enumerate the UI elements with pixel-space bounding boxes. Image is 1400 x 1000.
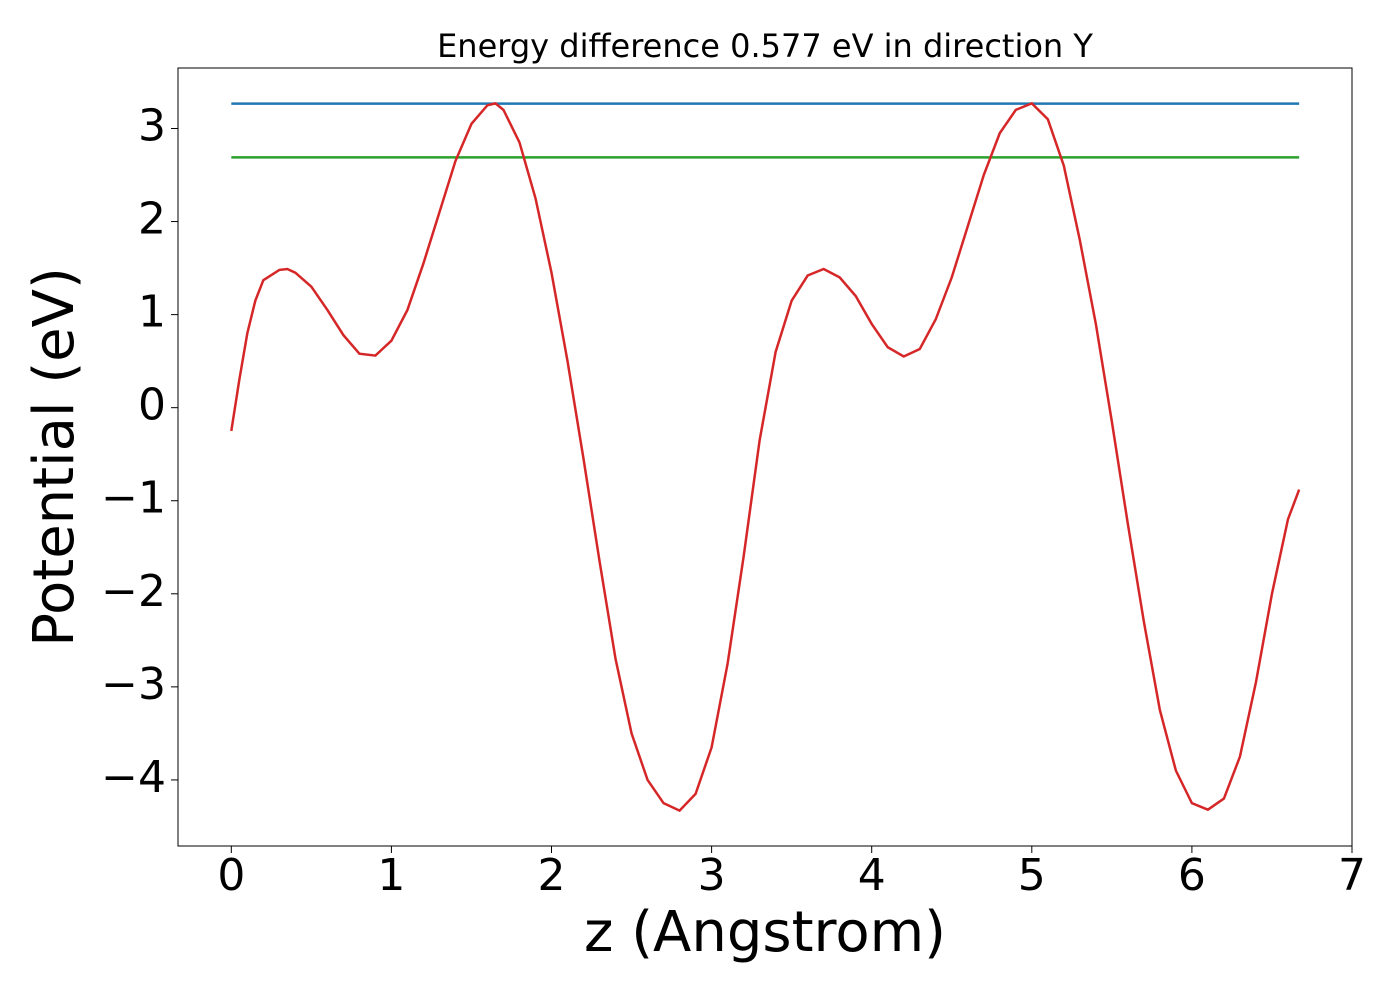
plot-frame	[177, 67, 1353, 847]
x-tick-label: 1	[377, 850, 405, 901]
x-tick-label: 3	[698, 850, 726, 901]
y-axis-label: Potential (eV)	[22, 267, 87, 647]
x-tick-label: 7	[1338, 850, 1366, 901]
y-tick-label: 3	[138, 100, 166, 151]
y-tick-label: −3	[101, 659, 166, 710]
y-tick-label: −1	[101, 473, 166, 524]
y-tick-label: 2	[138, 194, 166, 245]
y-tick-label: −4	[101, 752, 166, 803]
y-tick-label: 1	[138, 287, 166, 338]
data-line	[230, 101, 1301, 813]
x-tick-label: 6	[1178, 850, 1206, 901]
x-axis-label: z (Angstrom)	[584, 900, 946, 965]
y-tick-label: 0	[138, 380, 166, 431]
x-tick-label: 0	[217, 850, 245, 901]
x-tick-label: 2	[538, 850, 566, 901]
chart-title: Energy difference 0.577 eV in direction …	[437, 27, 1093, 65]
x-tick-label: 4	[858, 850, 886, 901]
y-tick-label: −2	[101, 566, 166, 617]
x-tick-label: 5	[1018, 850, 1046, 901]
